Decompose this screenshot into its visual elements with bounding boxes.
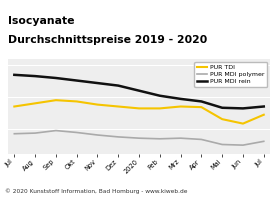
Legend: PUR TDI, PUR MDI polymer, PUR MDI rein: PUR TDI, PUR MDI polymer, PUR MDI rein <box>194 62 267 87</box>
Text: Isocyanate: Isocyanate <box>8 16 75 26</box>
Text: Durchschnittspreise 2019 - 2020: Durchschnittspreise 2019 - 2020 <box>8 35 207 45</box>
Text: © 2020 Kunststoff Information, Bad Homburg - www.kiweb.de: © 2020 Kunststoff Information, Bad Hombu… <box>5 188 188 194</box>
